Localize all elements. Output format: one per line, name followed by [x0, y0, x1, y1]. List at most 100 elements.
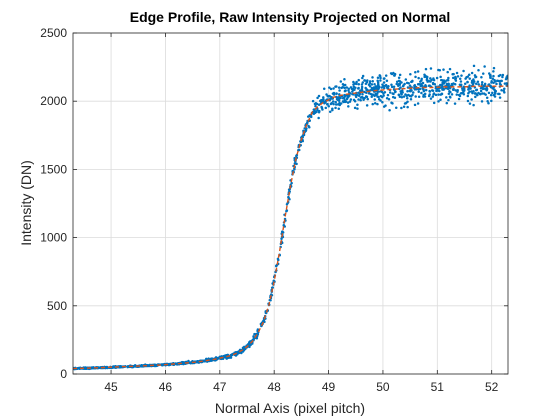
data-point — [358, 92, 361, 96]
data-point — [472, 103, 475, 107]
x-tick-label: 45 — [104, 380, 118, 394]
data-point — [451, 76, 455, 80]
data-point — [388, 91, 392, 94]
data-point — [471, 83, 475, 86]
data-point — [359, 89, 362, 92]
data-point — [373, 98, 376, 101]
data-point — [501, 73, 505, 77]
data-point — [434, 93, 438, 97]
data-point — [386, 93, 390, 97]
data-point — [343, 89, 347, 93]
data-point — [336, 103, 340, 106]
data-point — [402, 105, 406, 108]
data-point — [318, 109, 321, 113]
data-point — [352, 85, 356, 89]
data-point — [379, 76, 382, 80]
data-point — [295, 162, 298, 166]
data-point — [377, 87, 380, 90]
data-point — [304, 128, 308, 132]
data-point — [485, 96, 489, 100]
data-point — [84, 366, 88, 370]
data-point — [398, 73, 402, 77]
data-point — [442, 68, 445, 71]
data-point — [365, 104, 369, 107]
data-point — [329, 87, 333, 91]
data-point — [483, 65, 486, 68]
data-point — [369, 92, 372, 96]
x-tick-label: 49 — [322, 380, 336, 394]
data-point — [395, 82, 398, 86]
data-point — [467, 73, 471, 77]
data-point — [400, 93, 403, 96]
data-point — [447, 92, 451, 95]
data-point — [429, 97, 433, 100]
data-point — [352, 80, 355, 84]
data-point — [383, 84, 387, 88]
data-point — [380, 95, 384, 99]
data-point — [269, 298, 272, 302]
data-point — [482, 92, 486, 95]
y-tick-label: 0 — [60, 367, 67, 381]
data-point — [387, 98, 391, 101]
data-point — [287, 195, 290, 199]
data-point — [438, 68, 442, 72]
data-point — [90, 366, 94, 370]
data-point — [309, 114, 312, 118]
data-point — [366, 79, 369, 82]
y-tick-label: 1000 — [40, 231, 67, 245]
data-point — [422, 95, 425, 98]
data-point — [343, 83, 347, 87]
data-point — [378, 74, 381, 77]
data-point — [457, 97, 461, 101]
data-point — [440, 83, 444, 87]
data-point — [468, 86, 471, 89]
data-point — [472, 90, 475, 93]
data-point — [356, 103, 359, 106]
y-tick-label: 2000 — [40, 94, 67, 108]
data-point — [316, 96, 319, 100]
data-point — [357, 98, 360, 101]
data-point — [459, 92, 463, 95]
data-point — [488, 83, 491, 86]
data-point — [451, 84, 454, 87]
data-point — [380, 86, 384, 89]
data-point — [132, 365, 136, 368]
data-point — [427, 79, 430, 83]
data-point — [503, 82, 507, 85]
data-point — [288, 197, 291, 201]
data-point — [428, 93, 431, 96]
data-point — [448, 67, 452, 71]
data-point — [293, 168, 296, 171]
data-point — [321, 108, 324, 111]
data-point — [431, 89, 435, 92]
data-point — [313, 110, 316, 113]
data-point — [501, 75, 504, 79]
data-point — [478, 92, 482, 96]
data-point — [497, 74, 501, 78]
data-point — [489, 76, 492, 79]
data-point — [462, 90, 465, 94]
data-point — [325, 93, 328, 96]
data-point — [339, 80, 343, 83]
data-point — [317, 116, 320, 120]
data-point — [373, 82, 376, 86]
data-point — [489, 93, 493, 97]
data-point — [373, 94, 376, 98]
data-point — [354, 94, 358, 97]
data-point — [408, 84, 412, 87]
data-point — [392, 92, 395, 96]
data-point — [280, 237, 283, 241]
data-point — [334, 100, 337, 104]
data-point — [329, 102, 333, 106]
data-point — [376, 82, 380, 86]
data-point — [414, 75, 417, 79]
data-point — [458, 77, 462, 81]
data-point — [327, 105, 330, 108]
data-point — [384, 74, 388, 77]
data-point — [328, 110, 332, 113]
data-point — [462, 69, 465, 73]
data-point — [349, 98, 353, 101]
data-point — [332, 102, 335, 106]
data-point — [406, 105, 409, 109]
data-point — [308, 125, 311, 129]
